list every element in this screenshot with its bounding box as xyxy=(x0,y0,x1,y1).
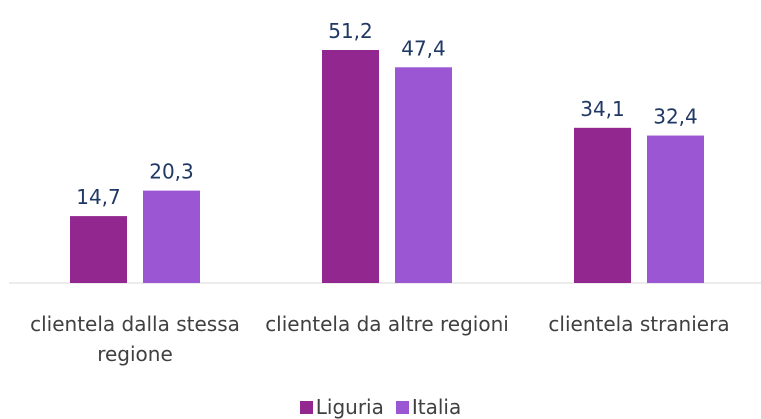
x-tick-label: clientela da altre regioni xyxy=(265,312,509,336)
plot-area: 14,7 20,3 51,2 47,4 34,1 32,4 xyxy=(9,19,761,284)
legend-swatch xyxy=(299,401,313,414)
data-label: 51,2 xyxy=(328,19,373,43)
legend: Liguria Italia xyxy=(0,395,761,419)
x-tick-label: clientela straniera xyxy=(548,312,730,336)
bar xyxy=(647,135,704,283)
legend-swatch xyxy=(395,401,409,414)
legend-item: Italia xyxy=(395,395,462,419)
data-label: 20,3 xyxy=(149,160,194,184)
data-label: 34,1 xyxy=(580,97,625,121)
x-tick-label: clientela dalla stessa regione xyxy=(30,312,240,366)
legend-item: Liguria xyxy=(299,395,384,419)
data-label: 14,7 xyxy=(76,185,121,209)
bar xyxy=(70,216,127,283)
data-label: 47,4 xyxy=(401,36,446,60)
data-label: 32,4 xyxy=(653,105,698,129)
legend-label: Liguria xyxy=(315,395,384,419)
bar xyxy=(574,127,631,283)
bar xyxy=(322,50,379,283)
bar xyxy=(395,67,452,283)
legend-label: Italia xyxy=(411,395,462,419)
bar xyxy=(143,190,200,283)
